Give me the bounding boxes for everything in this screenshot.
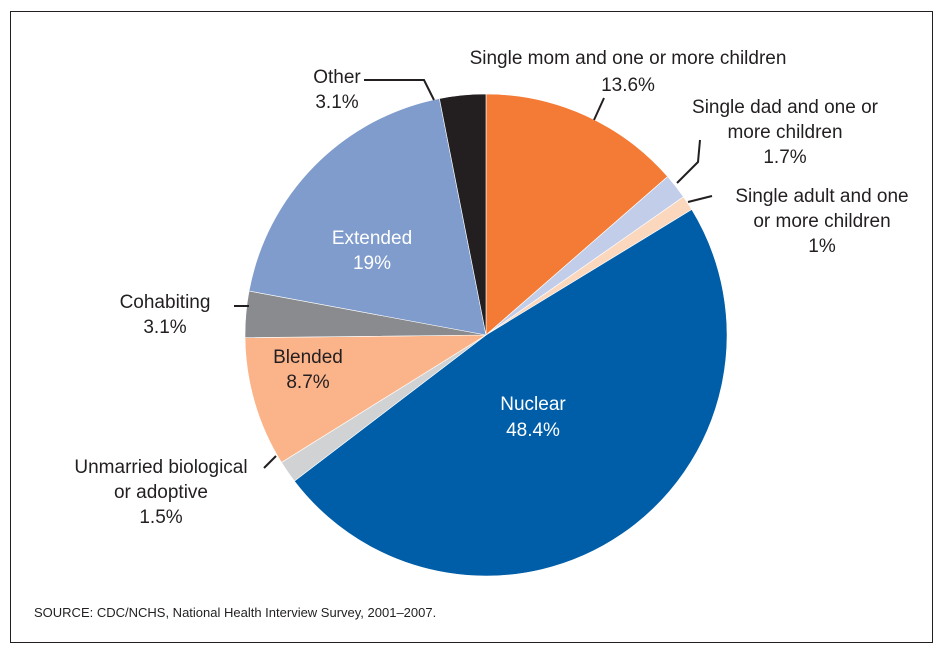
slice-value-extended: 19% [353,253,391,274]
slice-label-single-dad-and-one-or-more-children-line-2: more children [727,122,842,143]
slice-single-mom-and-one-or-more-children [485,93,669,336]
slice-label-other: Other [313,67,361,88]
source-note: SOURCE: CDC/NCHS, National Health Interv… [34,605,437,620]
slice-label-extended: Extended [332,228,412,249]
slice-value-nuclear: 48.4% [506,420,560,441]
slice-label-blended: Blended [273,347,343,368]
slice-extended [248,98,487,336]
slice-blended [244,334,488,463]
slice-value-unmarried-biological-or-adoptive: 1.5% [139,507,182,528]
slice-label-single-dad-and-one-or-more-children-line-1: Single dad and one or [692,97,879,118]
slice-value-blended: 8.7% [286,372,329,393]
slice-nuclear [293,209,728,577]
slice-value-single-adult-and-one-or-more-children: 1% [808,236,836,257]
slice-value-cohabiting: 3.1% [143,317,186,338]
slice-label-single-adult-and-one-or-more-children-line-2: or more children [753,211,890,232]
slice-other [439,93,487,336]
leader-line-unmarried-biological-or-adoptive [263,455,277,469]
leader-lines [234,79,713,469]
leader-line-single-adult-and-one-or-more-children [687,195,713,203]
pie-slices [244,93,728,577]
leader-line-single-mom-and-one-or-more-children [593,97,605,121]
slice-label-single-mom-and-one-or-more-children: Single mom and one or more children [470,48,787,69]
chart-frame [10,11,933,643]
leader-line-single-dad-and-one-or-more-children [676,139,701,184]
slice-label-cohabiting: Cohabiting [120,292,211,313]
slice-label-single-adult-and-one-or-more-children-line-1: Single adult and one [735,186,908,207]
slice-value-single-mom-and-one-or-more-children: 13.6% [601,75,655,96]
slice-value-single-dad-and-one-or-more-children: 1.7% [763,147,806,168]
slice-value-other: 3.1% [315,92,358,113]
slice-label-nuclear: Nuclear [500,394,566,415]
slice-label-unmarried-biological-or-adoptive-line-1: Unmarried biological [74,457,247,478]
slice-labels: Single mom and one or more children 13.6%… [74,48,908,528]
slice-label-unmarried-biological-or-adoptive-line-2: or adoptive [114,482,208,503]
leader-line-other [364,79,435,101]
